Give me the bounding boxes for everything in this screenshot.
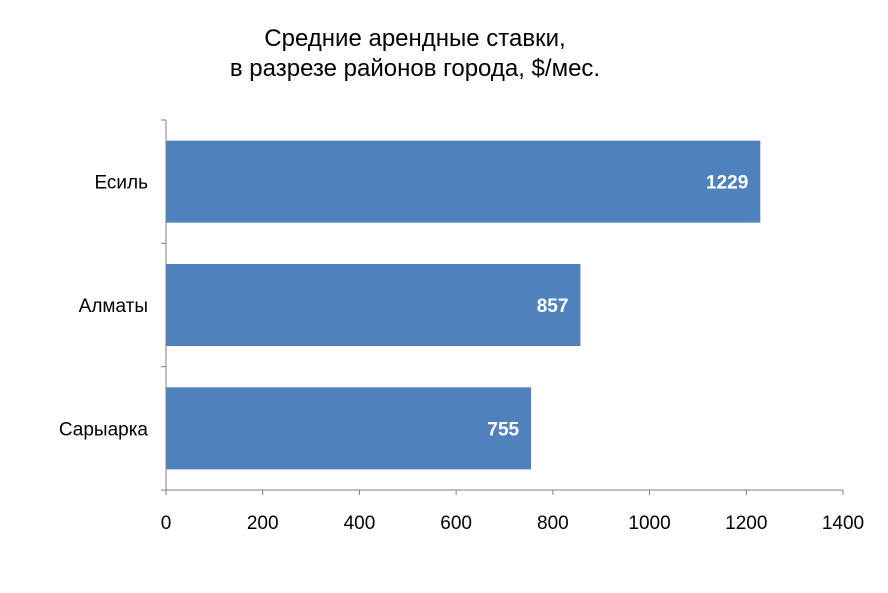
data-label-2: 857 (537, 296, 569, 317)
chart-title: Средние арендные ставки, в разрезе район… (0, 24, 830, 84)
bar-1 (166, 140, 761, 223)
chart-title-line-2: в разрезе районов города, $/мес. (229, 55, 601, 82)
bar-3 (166, 387, 532, 470)
x-tick-label-6: 1000 (628, 513, 670, 534)
category-label-1: Есиль (94, 173, 148, 194)
data-label-3: 755 (487, 419, 519, 440)
x-tick-label-3: 400 (344, 513, 376, 534)
x-tick-label-8: 1400 (822, 513, 864, 534)
category-label-3: Сарыарка (59, 419, 149, 440)
x-tick-label-2: 200 (247, 513, 279, 534)
x-tick-label-4: 600 (440, 513, 472, 534)
x-tick-label-1: 0 (161, 513, 172, 534)
category-label-2: Алматы (79, 296, 148, 317)
x-tick-label-5: 800 (537, 513, 569, 534)
data-label-1: 1229 (706, 173, 748, 194)
x-tick-label-7: 1200 (725, 513, 767, 534)
chart-title-line-1: Средние арендные ставки, (264, 25, 566, 52)
bar-2 (166, 264, 581, 346)
